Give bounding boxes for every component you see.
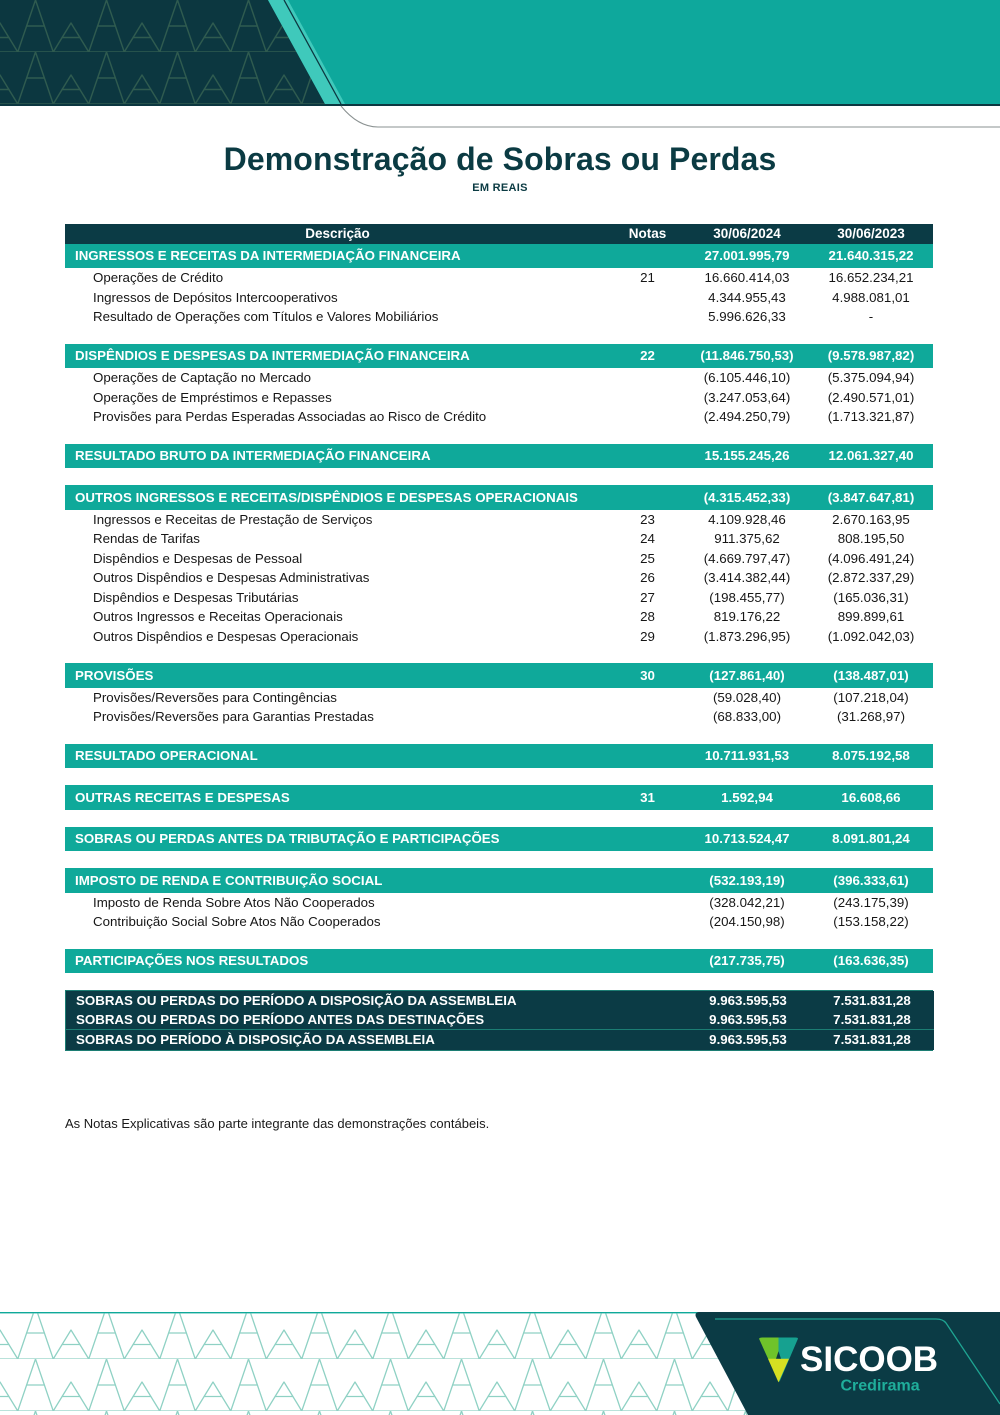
svg-text:SICOOB: SICOOB (800, 1340, 938, 1379)
svg-text:Credirama: Credirama (841, 1378, 920, 1395)
